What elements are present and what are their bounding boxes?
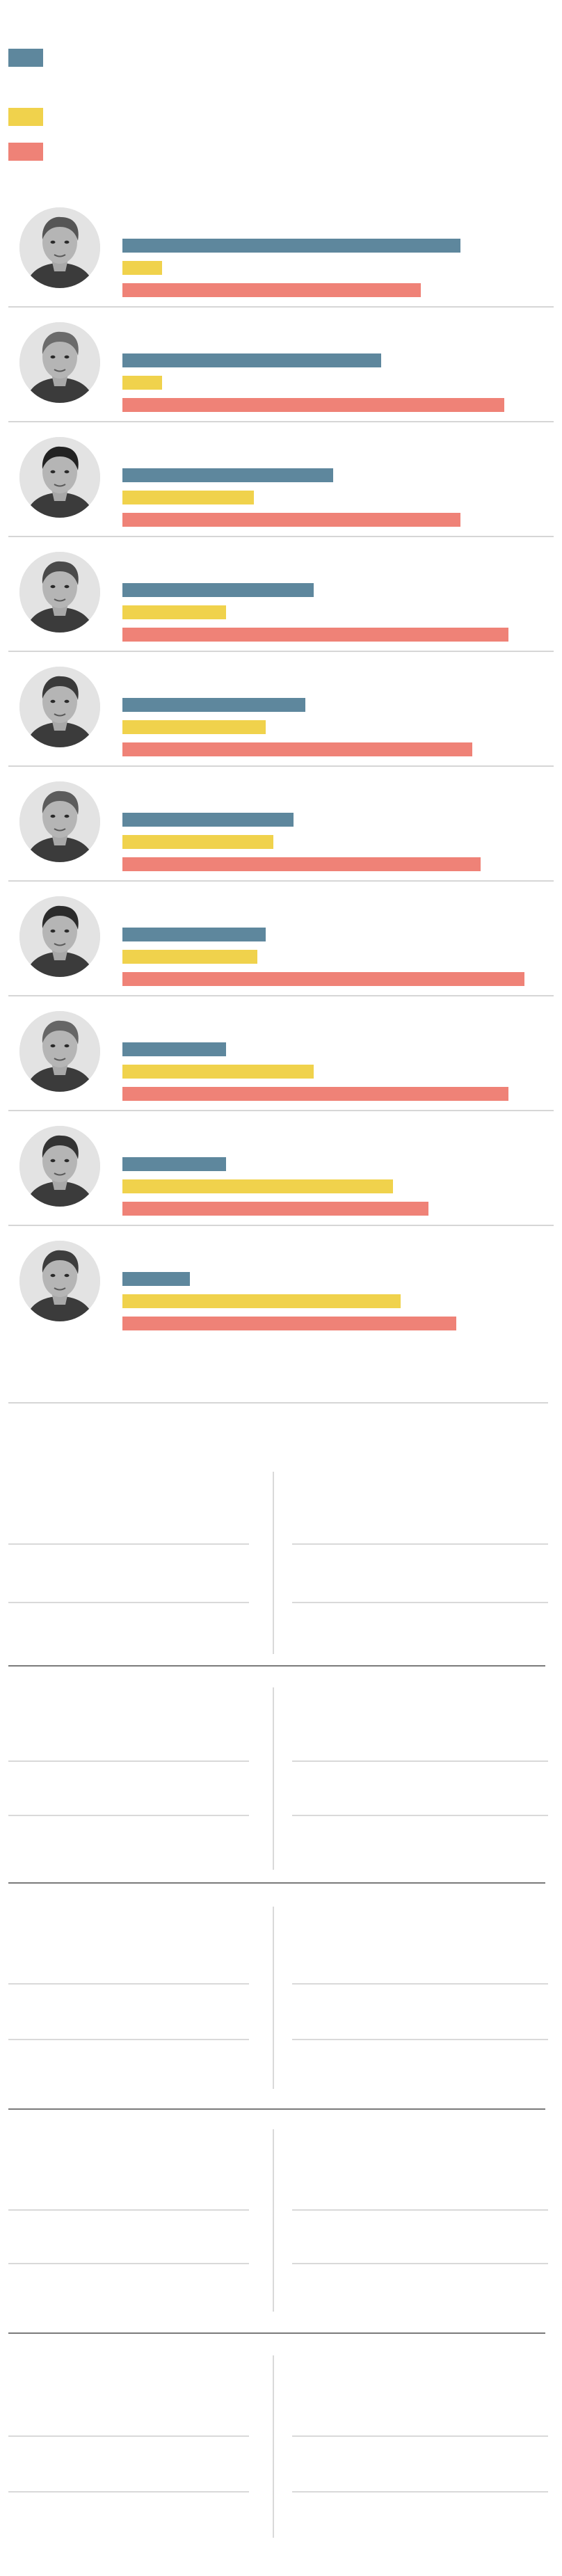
grid-cell-line-right (292, 1543, 548, 1545)
grid-column-divider (273, 1907, 274, 2089)
row-divider (8, 421, 554, 422)
grid-group-separator (8, 2332, 545, 2334)
bar-row-7-series-2 (122, 950, 257, 964)
bar-row-4-series-3 (122, 628, 508, 642)
bar-row-1-series-2 (122, 261, 162, 275)
bar-row-5-series-3 (122, 742, 472, 756)
grid-cell-line-right (292, 2263, 548, 2264)
bar-row-6-series-3 (122, 857, 481, 871)
bar-row-4-series-1 (122, 583, 314, 597)
grid-column-divider (273, 1472, 274, 1654)
bar-row-5-series-1 (122, 698, 305, 712)
legend-swatch-series-c (8, 143, 43, 161)
grid-cell-line-right (292, 2209, 548, 2211)
row-divider (8, 1225, 554, 1226)
grid-column-divider (273, 2129, 274, 2312)
bar-row-10-series-2 (122, 1294, 401, 1308)
bar-row-9-series-2 (122, 1179, 393, 1193)
grid-cell-line-left (8, 2039, 249, 2040)
bar-row-9-series-3 (122, 1202, 428, 1216)
row-divider (8, 995, 554, 996)
grid-group-separator (8, 1665, 545, 1667)
grid-cell-line-right (292, 1760, 548, 1762)
bar-row-8-series-1 (122, 1042, 226, 1056)
grid-column-divider (273, 1687, 274, 1870)
grid-cell-line-left (8, 2491, 249, 2492)
bar-row-3-series-2 (122, 491, 254, 504)
bar-row-2-series-2 (122, 376, 162, 390)
candidate-portrait-6 (19, 781, 100, 862)
grid-column-divider (273, 2355, 274, 2538)
bar-row-1-series-3 (122, 283, 421, 297)
candidate-portrait-5 (19, 667, 100, 747)
grid-cell-line-left (8, 1543, 249, 1545)
bar-row-6-series-2 (122, 835, 273, 849)
grid-group-separator (8, 1882, 545, 1884)
bar-row-7-series-1 (122, 928, 266, 941)
grid-cell-line-right (292, 2435, 548, 2437)
candidate-portrait-4 (19, 552, 100, 633)
grid-cell-line-left (8, 2435, 249, 2437)
candidate-portrait-3 (19, 437, 100, 518)
grid-cell-line-right (292, 1602, 548, 1603)
bar-row-10-series-1 (122, 1272, 190, 1286)
bar-row-4-series-2 (122, 605, 226, 619)
bar-row-3-series-1 (122, 468, 333, 482)
grid-cell-line-right (292, 1983, 548, 1985)
bar-row-2-series-1 (122, 353, 381, 367)
grid-cell-line-left (8, 2263, 249, 2264)
candidate-portrait-2 (19, 322, 100, 403)
row-divider (8, 306, 554, 308)
grid-cell-line-right (292, 2039, 548, 2040)
row-divider (8, 880, 554, 882)
grid-cell-line-left (8, 1602, 249, 1603)
bar-row-6-series-1 (122, 813, 294, 827)
legend-swatch-series-b (8, 108, 43, 126)
candidate-portrait-7 (19, 896, 100, 977)
bar-row-8-series-2 (122, 1065, 314, 1079)
row-divider (8, 536, 554, 537)
row-divider (8, 1110, 554, 1111)
candidate-portrait-8 (19, 1011, 100, 1092)
row-divider (8, 1402, 548, 1404)
grid-cell-line-left (8, 1983, 249, 1985)
grid-cell-line-left (8, 2209, 249, 2211)
row-divider (8, 651, 554, 652)
bar-row-10-series-3 (122, 1317, 456, 1330)
bar-row-9-series-1 (122, 1157, 226, 1171)
candidate-portrait-1 (19, 207, 100, 288)
bar-row-7-series-3 (122, 972, 524, 986)
candidate-portrait-10 (19, 1241, 100, 1321)
bar-row-8-series-3 (122, 1087, 508, 1101)
grid-cell-line-right (292, 2491, 548, 2492)
grid-cell-line-left (8, 1815, 249, 1816)
bar-row-3-series-3 (122, 513, 460, 527)
bar-row-2-series-3 (122, 398, 504, 412)
bar-row-1-series-1 (122, 239, 460, 253)
legend-swatch-series-a (8, 49, 43, 67)
grid-group-separator (8, 2108, 545, 2110)
candidate-portrait-9 (19, 1126, 100, 1207)
bar-row-5-series-2 (122, 720, 266, 734)
grid-cell-line-left (8, 1760, 249, 1762)
row-divider (8, 765, 554, 767)
grid-cell-line-right (292, 1815, 548, 1816)
